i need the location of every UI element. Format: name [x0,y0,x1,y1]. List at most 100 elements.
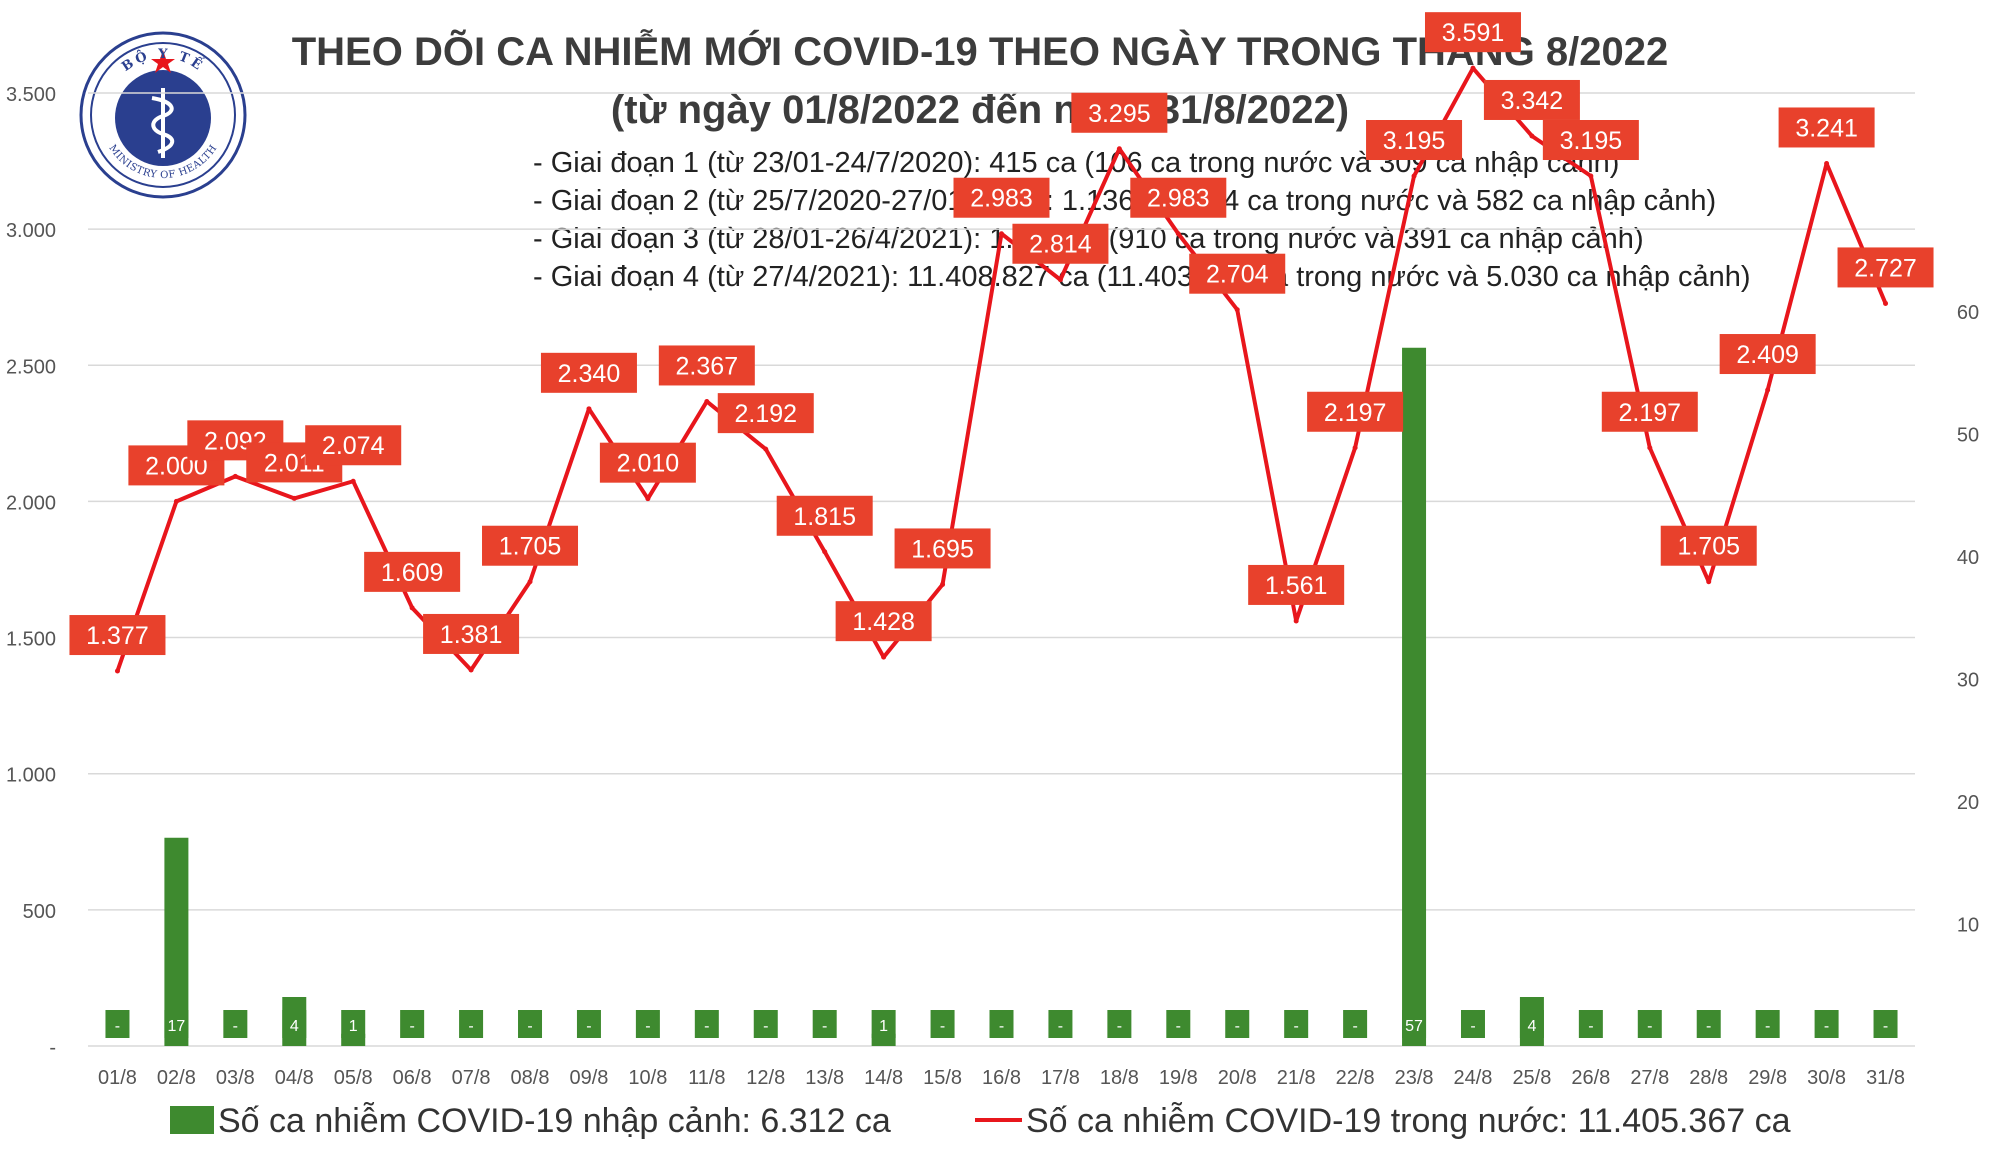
right-axis-tick-label: 20 [1957,792,1979,814]
x-axis-tick-label: 10/8 [628,1067,667,1089]
line-label-box [835,601,932,642]
line-label-box [658,345,755,386]
right-axis-tick-label: 10 [1957,915,1979,937]
line-data-label: 2.010 [617,450,680,478]
bar-label-badge [1637,1010,1662,1038]
bar-data-label: - [1647,1018,1652,1035]
left-axis-tick-label: 1.000 [6,765,56,787]
stage-2-text: - Giai đoạn 2 (từ 25/7/2020-27/01/2021):… [533,185,1717,217]
x-axis-tick-label: 17/8 [1041,1067,1080,1089]
line-point [114,668,120,674]
line-data-label: 2.983 [970,185,1033,213]
bar-label-badge [282,1010,307,1038]
x-axis-tick-label: 28/8 [1689,1067,1728,1089]
line-point [1824,160,1830,166]
line-label-box [69,615,166,656]
line-data-label: 1.705 [499,533,562,561]
bar-label-badge [341,1010,366,1038]
bar-label-badge [576,1010,601,1038]
bar-data-label: - [586,1018,591,1035]
bar-data-label: - [1883,1018,1888,1035]
x-axis-tick-label: 05/8 [334,1067,373,1089]
x-axis-tick-label: 26/8 [1571,1067,1610,1089]
bar-data-label: - [1117,1018,1122,1035]
bar-data-label: 57 [1405,1018,1423,1035]
bar-label-badge [1402,1010,1427,1038]
x-axis-tick-label: 25/8 [1512,1067,1551,1089]
x-axis-tick-label: 24/8 [1454,1067,1493,1089]
x-axis-tick-label: 12/8 [746,1067,785,1089]
bar-data-label: - [468,1018,473,1035]
legend-label-imported: Số ca nhiễm COVID-19 nhập cảnh: 6.312 ca [218,1102,891,1140]
line-point [1057,277,1063,283]
bar-data-label: - [940,1018,945,1035]
bar-label-badge [223,1010,248,1038]
bar-data-label: - [1470,1018,1475,1035]
line-label-box [1719,334,1816,375]
bar-data-label: - [645,1018,650,1035]
left-axis-tick-label: 3.000 [6,220,56,242]
line-point [232,473,238,479]
line-point [1765,387,1771,393]
bar-label-badge [1284,1010,1309,1038]
line-data-label: 2.814 [1029,231,1092,259]
line-data-label: 2.409 [1736,341,1799,369]
left-axis-tick-label: 2.000 [6,492,56,514]
line-point [881,654,887,660]
line-label-box [953,177,1050,218]
line-label-box [1424,12,1521,53]
line-label-box [423,613,520,654]
line-data-label: 2.192 [734,400,797,428]
bar-label-badge [871,1010,896,1038]
x-axis-tick-label: 18/8 [1100,1067,1139,1089]
line-point [1470,65,1476,71]
bar-data-label: - [763,1018,768,1035]
line-label-box [1483,79,1580,120]
line-point [1234,307,1240,313]
line-point [1588,173,1594,179]
bar-label-badge [1048,1010,1073,1038]
line-point [1116,146,1122,152]
ministry-of-health-logo: BỘ Y TẾ MINISTRY OF HEALTH [79,31,247,199]
bar-label-badge [1225,1010,1250,1038]
bar-data-label: - [1294,1018,1299,1035]
x-axis-tick-label: 14/8 [864,1067,903,1089]
x-axis-tick-label: 27/8 [1630,1067,1669,1089]
bar-data-label: - [1352,1018,1357,1035]
line-data-label: 3.295 [1088,100,1151,128]
line-point [704,398,710,404]
bar-data-label: - [115,1018,120,1035]
line-label-box [894,528,991,569]
bar-label-badge [164,1010,189,1038]
bar-label-badge [1696,1010,1721,1038]
bar-data-label: 4 [290,1018,299,1035]
bar-label-badge [1873,1010,1898,1038]
bar-label-badge [518,1010,543,1038]
left-axis-tick-label: - [49,1037,56,1059]
bar-data-label: - [1176,1018,1181,1035]
line-data-label: 1.815 [793,503,856,531]
left-axis-tick-label: 3.500 [6,84,56,106]
bar-data-label: - [822,1018,827,1035]
x-axis-tick-label: 07/8 [452,1067,491,1089]
left-axis-tick-label: 1.500 [6,629,56,651]
left-axis-tick-label: 500 [23,901,56,923]
line-point [763,446,769,452]
line-point [645,496,651,502]
line-label-box [1130,177,1227,218]
line-point [1293,618,1299,624]
line-label-box [599,442,696,483]
bar-data-label: 4 [1527,1018,1536,1035]
line-data-label: 3.591 [1442,19,1505,47]
bar-label-badge [1814,1010,1839,1038]
line-point [1411,173,1417,179]
line-point [291,495,297,501]
bar-label-badge [1755,1010,1780,1038]
legend-label-domestic: Số ca nhiễm COVID-19 trong nước: 11.405.… [1026,1102,1791,1140]
line-point [468,667,474,673]
x-axis-tick-label: 09/8 [569,1067,608,1089]
line-data-label: 3.195 [1560,127,1623,155]
bar-label-badge [1460,1010,1485,1038]
line-data-label: 2.340 [558,360,621,388]
